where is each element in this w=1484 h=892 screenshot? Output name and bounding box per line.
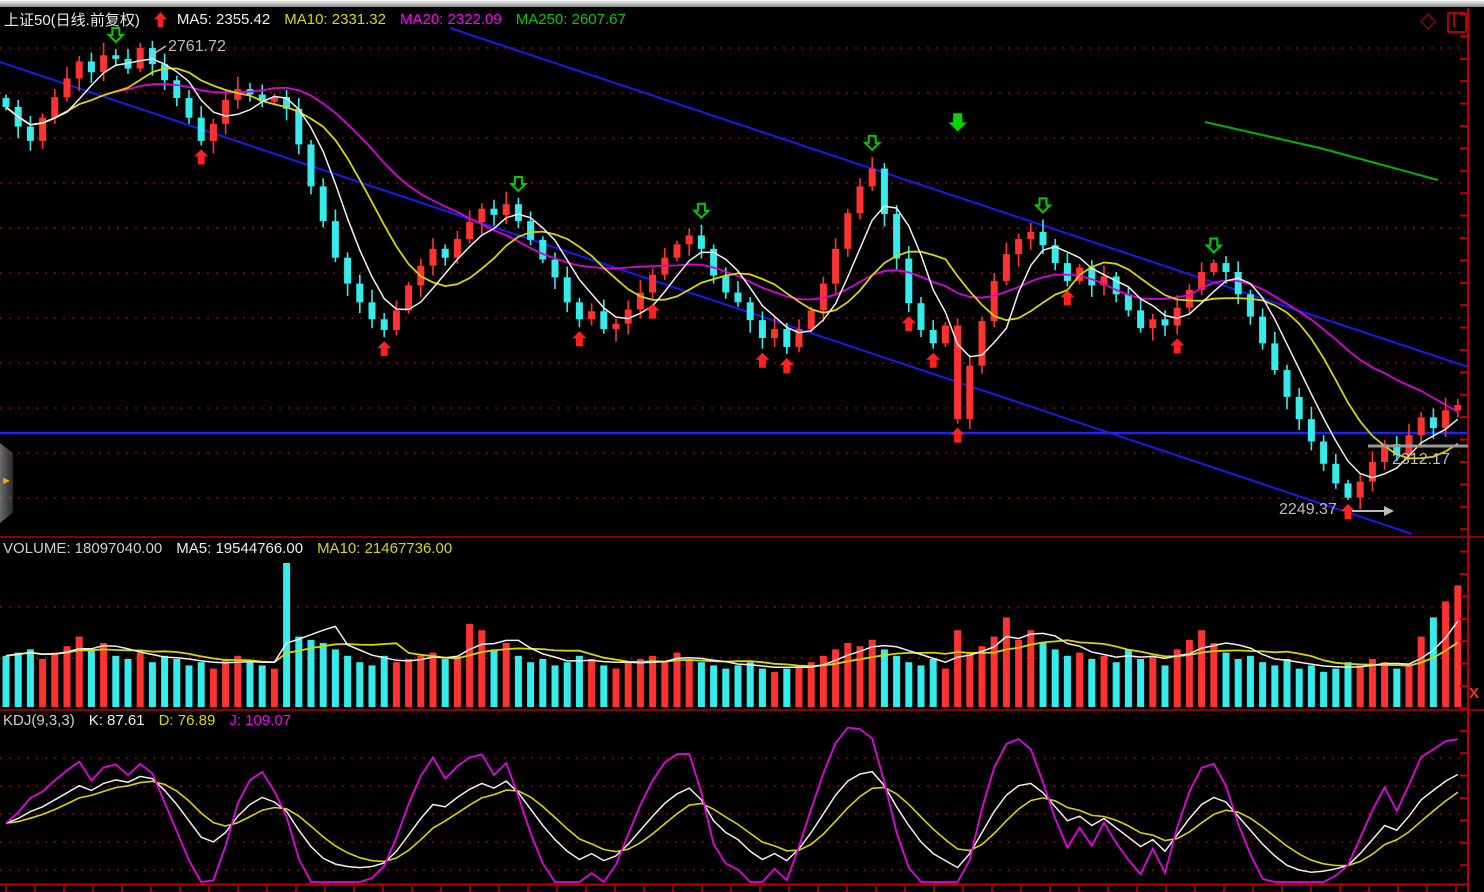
peak-price-annotation: 2761.72 xyxy=(168,38,226,55)
trendlines-layer xyxy=(0,27,1469,535)
diamond-icon[interactable]: ◇ xyxy=(1420,9,1437,32)
volume-pane-header: VOLUME: 18097040.00 MA5: 19544766.00 MA1… xyxy=(3,540,466,557)
ma250-value: MA250: 2607.67 xyxy=(515,11,626,28)
ma10-value: MA10: 2331.32 xyxy=(284,11,386,28)
gridlines-layer xyxy=(0,47,1468,871)
ma20-value: MA20: 2322.09 xyxy=(400,11,502,28)
kdj-indicator-name: KDJ(9,3,3) xyxy=(3,712,75,729)
main-pane-header: 上证50(日线.前复权) MA5: 2355.42 MA10: 2331.32 … xyxy=(4,9,640,30)
annotation-lines-layer xyxy=(149,45,1468,516)
volume-ma10-value: MA10: 21467736.00 xyxy=(317,540,453,557)
kdj-k-value: K: 87.61 xyxy=(88,712,145,729)
sidebar-expander-tab[interactable]: ► xyxy=(0,443,13,523)
kdj-j-value: J: 109.07 xyxy=(229,712,292,729)
instrument-title: 上证50(日线.前复权) xyxy=(4,12,140,29)
trough-price-annotation: 2249.37 xyxy=(1279,501,1337,518)
volume-value: VOLUME: 18097040.00 xyxy=(3,540,163,557)
candles-layer xyxy=(2,40,1462,510)
close-icon[interactable]: X xyxy=(1469,685,1480,702)
ma5-value: MA5: 2355.42 xyxy=(176,11,271,28)
moving-averages-layer xyxy=(5,58,1459,479)
axis-layer xyxy=(0,8,1484,892)
kdj-d-value: D: 76.89 xyxy=(158,712,216,729)
support-price-annotation: 2312.17 xyxy=(1392,451,1450,468)
up-arrow-icon xyxy=(153,12,167,27)
expand-arrow-icon: ► xyxy=(1,475,12,487)
volume-bars-layer xyxy=(2,563,1462,707)
signal-arrows-layer xyxy=(106,26,1355,520)
volume-ma5-value: MA5: 19544766.00 xyxy=(176,540,304,557)
window-top-edge xyxy=(0,0,1484,7)
panel-layout-icon[interactable] xyxy=(1447,12,1467,33)
kdj-lines-layer xyxy=(5,726,1459,884)
kdj-pane-header: KDJ(9,3,3) K: 87.61 D: 76.89 J: 109.07 xyxy=(3,712,305,729)
